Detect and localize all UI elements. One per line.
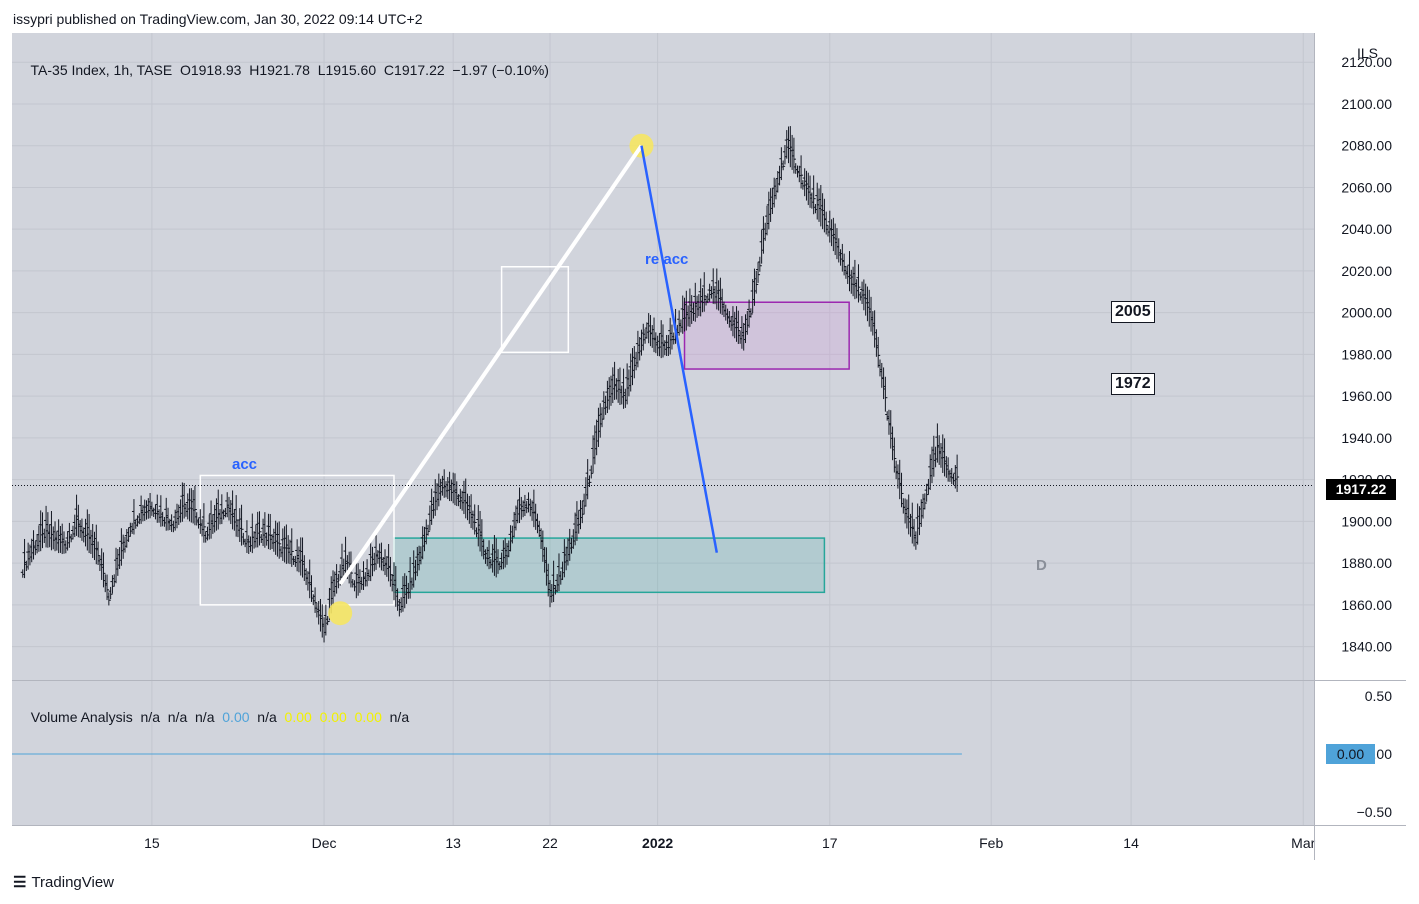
price-chart[interactable]: 1840.001860.001880.001900.001920.001940.… (12, 33, 1406, 860)
y-tick-label: 2000.00 (1341, 305, 1392, 321)
y-tick-label: 2120.00 (1341, 54, 1392, 70)
volume-tick-label: −0.50 (1357, 804, 1393, 820)
pivot-highlight-marker (629, 133, 654, 158)
y-tick-label: 1880.00 (1341, 555, 1392, 571)
acc-label[interactable]: acc (232, 456, 258, 473)
y-tick-label: 2080.00 (1341, 138, 1392, 154)
price-scale-background (1314, 33, 1406, 860)
level-1972-label[interactable]: 1972 (1111, 373, 1155, 395)
x-tick-label: Dec (312, 835, 337, 851)
volume-pane-background (12, 681, 1314, 825)
white-trend-line (338, 144, 644, 586)
x-tick-label: Feb (979, 835, 1003, 851)
y-tick-label: 2060.00 (1341, 179, 1392, 195)
y-tick-label: 1860.00 (1341, 597, 1392, 613)
y-tick-label: 1960.00 (1341, 388, 1392, 404)
x-tick-label: Mar (1291, 835, 1315, 851)
x-tick-label: 15 (144, 835, 160, 851)
publisher-caption: issypri published on TradingView.com, Ja… (13, 11, 423, 27)
symbol-name: TA-35 Index, 1h, TASE (30, 62, 173, 78)
brand-name: TradingView (31, 873, 114, 891)
last-price-tag: 1917.22 (1326, 479, 1396, 500)
supply-zone-box (683, 301, 850, 370)
re-acc-label[interactable]: re acc (645, 251, 689, 268)
y-tick-label: 2100.00 (1341, 96, 1392, 112)
demand-zone-label[interactable]: D (1036, 557, 1047, 574)
y-tick-label: 1940.00 (1341, 430, 1392, 446)
symbol-legend: TA-35 Index, 1h, TASE O1918.93 H1921.78 … (23, 46, 549, 78)
volume-value: n/a (389, 709, 410, 725)
volume-value: n/a (140, 709, 160, 725)
y-tick-label: 1840.00 (1341, 639, 1392, 655)
volume-title: Volume Analysis (30, 709, 133, 725)
volume-value: n/a (195, 709, 215, 725)
y-tick-label: 2040.00 (1341, 221, 1392, 237)
volume-value: 0.00 (284, 709, 312, 725)
pivot-highlight-marker (328, 601, 353, 626)
re-acc-box (500, 266, 570, 354)
volume-value: 0.00 (354, 709, 382, 725)
tradingview-logo-icon: ☰ (13, 874, 26, 891)
legend-close: C1917.22 (383, 62, 445, 78)
acc-box (199, 474, 395, 606)
demand-zone-box (393, 537, 826, 594)
volume-price-tag: 0.00 (1326, 744, 1375, 764)
volume-value: n/a (257, 709, 277, 725)
legend-change: −1.97 (−0.10%) (452, 62, 549, 78)
y-tick-label: 1900.00 (1341, 513, 1392, 529)
tradingview-brand[interactable]: ☰ TradingView (13, 873, 114, 892)
x-tick-label: 13 (445, 835, 461, 851)
y-tick-label: 2020.00 (1341, 263, 1392, 279)
volume-legend: Volume Analysis n/a n/a n/a 0.00 n/a 0.0… (23, 693, 409, 725)
legend-open: O1918.93 (179, 62, 242, 78)
time-scale-background (12, 825, 1406, 860)
y-tick-label: 1980.00 (1341, 346, 1392, 362)
legend-high: H1921.78 (249, 62, 310, 78)
volume-value: 0.00 (319, 709, 347, 725)
volume-tick-label: 0.50 (1365, 688, 1392, 704)
currency-label[interactable]: ILS (1357, 45, 1379, 61)
blue-trend-line (640, 145, 719, 553)
volume-value: n/a (167, 709, 188, 725)
level-2005-label[interactable]: 2005 (1111, 301, 1155, 323)
x-tick-label: 22 (542, 835, 558, 851)
x-tick-label: 17 (822, 835, 838, 851)
legend-low: L1915.60 (317, 62, 377, 78)
x-tick-label: 14 (1123, 835, 1139, 851)
x-tick-label: 2022 (642, 835, 673, 851)
volume-value: 0.00 (222, 709, 250, 725)
